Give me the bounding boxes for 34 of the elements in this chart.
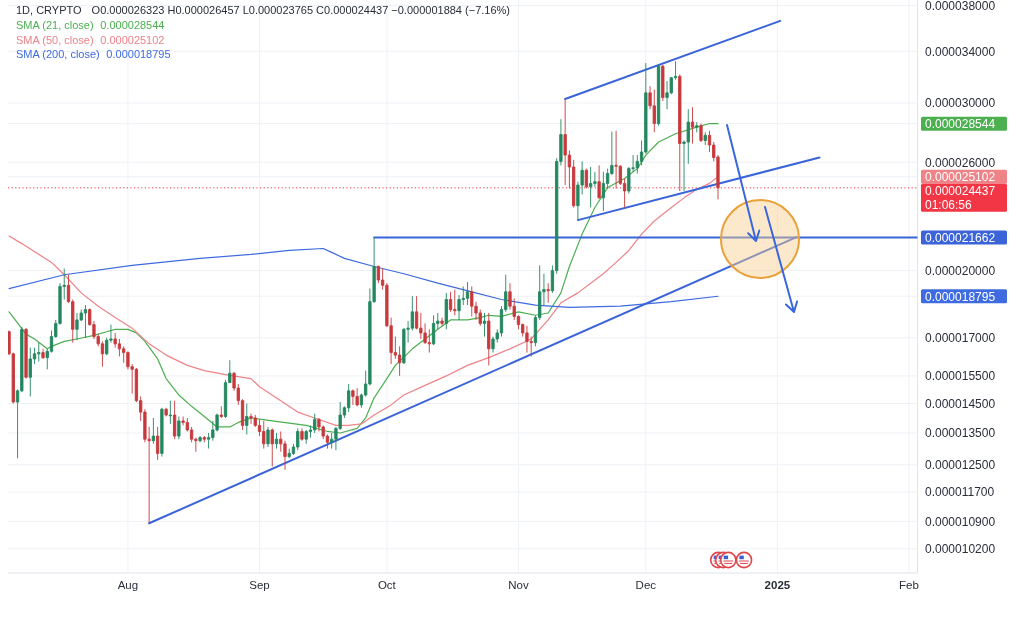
x-tick-label: Dec bbox=[635, 579, 657, 591]
x-tick-label: Oct bbox=[377, 579, 397, 591]
ref-line-label: 0.000024437 bbox=[925, 184, 996, 199]
chart-subtitle: O0.000026323 H0.000026457 L0.000023765 C0.000024437 −0.000001884 (−7.16%) bbox=[91, 4, 510, 16]
y-tick-label: 0.000010200 bbox=[925, 542, 996, 557]
y-tick-label: 0.000014500 bbox=[925, 396, 996, 411]
text: 01:06:56 bbox=[925, 198, 973, 213]
text: 0.000025102 bbox=[100, 33, 165, 46]
y-tick-label: 0.000030000 bbox=[925, 96, 996, 111]
x-tick-label: Sep bbox=[249, 579, 270, 591]
x-tick-label: Aug bbox=[117, 579, 139, 591]
text: 0.000018795 bbox=[106, 48, 171, 60]
text: 0.000028544 bbox=[100, 19, 165, 31]
y-tick-label: 0.000011700 bbox=[925, 485, 995, 500]
y-tick-label: 0.000025102 bbox=[925, 170, 996, 185]
y-tick-label: 0.000026000 bbox=[925, 155, 996, 170]
text: SMA (50, close) bbox=[16, 33, 94, 46]
text: SMA (21, close) bbox=[16, 19, 94, 31]
y-tick-label: 0.000034000 bbox=[925, 44, 996, 59]
y-tick-label: 0.000010900 bbox=[925, 514, 996, 529]
x-tick-label: 2025 bbox=[764, 579, 791, 591]
x-tick-label: Feb bbox=[899, 579, 919, 591]
y-tick-label: 0.000015500 bbox=[925, 369, 996, 384]
y-tick-label: 0.000017000 bbox=[925, 331, 996, 346]
y-tick-label: 0.000028544 bbox=[925, 116, 996, 131]
text: SMA (200, close) bbox=[16, 48, 100, 60]
x-tick-label: Nov bbox=[508, 579, 529, 591]
y-tick-label: 0.000012500 bbox=[925, 458, 996, 473]
y-tick-label: 0.000013500 bbox=[925, 426, 996, 441]
y-tick-label: 0.000018795 bbox=[925, 289, 996, 304]
chart-title: 1D, CRYPTO bbox=[16, 4, 83, 16]
y-tick-label: 0.000038000 bbox=[925, 0, 996, 13]
data-label: 0.000021662 bbox=[925, 230, 996, 245]
y-tick-label: 0.000020000 bbox=[925, 263, 996, 278]
